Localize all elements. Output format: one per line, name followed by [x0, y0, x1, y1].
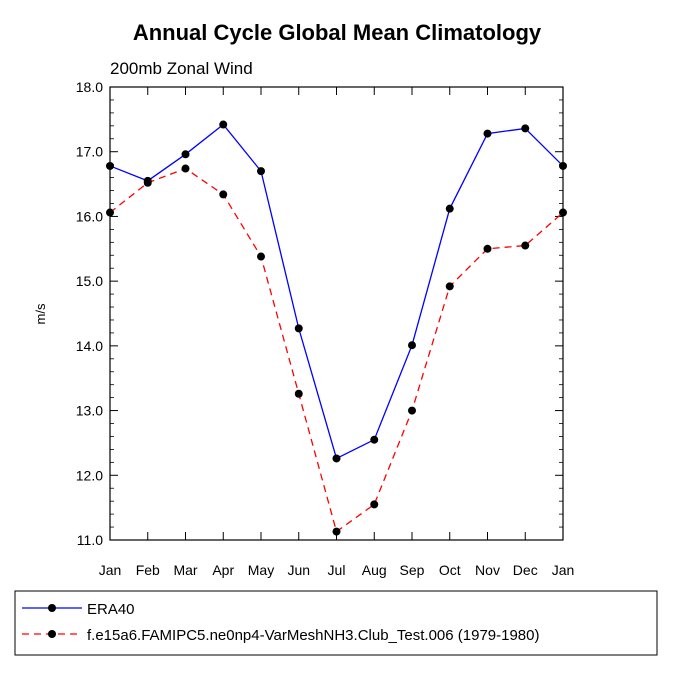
- y-tick-label: 12.0: [76, 467, 103, 483]
- y-tick-label: 14.0: [76, 338, 103, 354]
- legend-label-1: f.e15a6.FAMIPC5.ne0np4-VarMeshNH3.Club_T…: [87, 627, 539, 644]
- series-0-point: [370, 435, 379, 444]
- x-tick-label: Nov: [475, 562, 500, 578]
- x-tick-label: Jun: [287, 562, 310, 578]
- x-tick-label: Dec: [513, 562, 538, 578]
- x-tick-label: Jul: [328, 562, 346, 578]
- series-1-point: [521, 241, 530, 250]
- x-tick-label: Mar: [173, 562, 197, 578]
- series-1-point: [257, 252, 265, 261]
- y-tick-label: 16.0: [76, 208, 103, 224]
- x-tick-label: May: [248, 562, 274, 578]
- series-0-point: [559, 161, 567, 170]
- series-0-point: [483, 129, 492, 138]
- x-tick-label: Jan: [99, 562, 122, 578]
- legend-marker-1: [48, 630, 56, 638]
- series-0-point: [219, 120, 228, 129]
- series-1-point: [559, 208, 567, 217]
- legend-marker-0: [48, 604, 56, 612]
- chart-subtitle: 200mb Zonal Wind: [110, 59, 253, 78]
- x-tick-label: Oct: [439, 562, 461, 578]
- series-1-point: [294, 389, 303, 398]
- series-0-point: [521, 124, 530, 133]
- series-0-point: [294, 324, 303, 333]
- series-1-point: [219, 190, 228, 199]
- series-0-point: [445, 204, 454, 213]
- x-axis-ticks: Jan Feb Mar Apr May Jun Jul Aug Sep Oct Nov Dec Jan: [99, 87, 575, 578]
- x-tick-label: Sep: [400, 562, 425, 578]
- y-tick-label: 17.0: [76, 144, 103, 160]
- y-axis-label: m/s: [33, 303, 48, 324]
- legend: ERA40 f.e15a6.FAMIPC5.ne0np4-VarMeshNH3.C…: [22, 601, 539, 644]
- series-1-point: [106, 208, 114, 217]
- plot-frame: [109, 86, 564, 541]
- series-1-point: [370, 500, 379, 509]
- y-tick-label: 18.0: [76, 79, 103, 95]
- legend-box: [14, 590, 658, 656]
- series-1-point: [181, 164, 190, 173]
- series-line-1: [109, 167, 564, 533]
- legend-label-0: ERA40: [87, 601, 135, 618]
- series-1-point: [445, 282, 454, 291]
- series-0-point: [408, 341, 416, 350]
- series-0-point: [181, 150, 190, 159]
- x-tick-label: Aug: [362, 562, 387, 578]
- y-axis-ticks: 11.0 12.0 13.0 14.0 15.0 16.0 17.0 18.0: [76, 79, 563, 548]
- x-tick-label: Apr: [212, 562, 234, 578]
- x-tick-label: Feb: [136, 562, 160, 578]
- series-layer: [106, 120, 567, 536]
- y-tick-label: 11.0: [77, 532, 103, 548]
- series-1-point: [143, 178, 152, 187]
- y-tick-label: 13.0: [76, 403, 103, 419]
- series-1-point: [483, 244, 492, 253]
- y-tick-label: 15.0: [76, 273, 103, 289]
- chart-title: Annual Cycle Global Mean Climatology: [133, 20, 542, 45]
- series-0-point: [257, 167, 265, 176]
- series-line-0: [109, 123, 564, 460]
- series-1-point: [332, 527, 341, 536]
- series-0-point: [332, 454, 341, 463]
- x-tick-label: Jan: [552, 562, 575, 578]
- series-0-point: [106, 161, 114, 170]
- series-1-point: [408, 406, 416, 415]
